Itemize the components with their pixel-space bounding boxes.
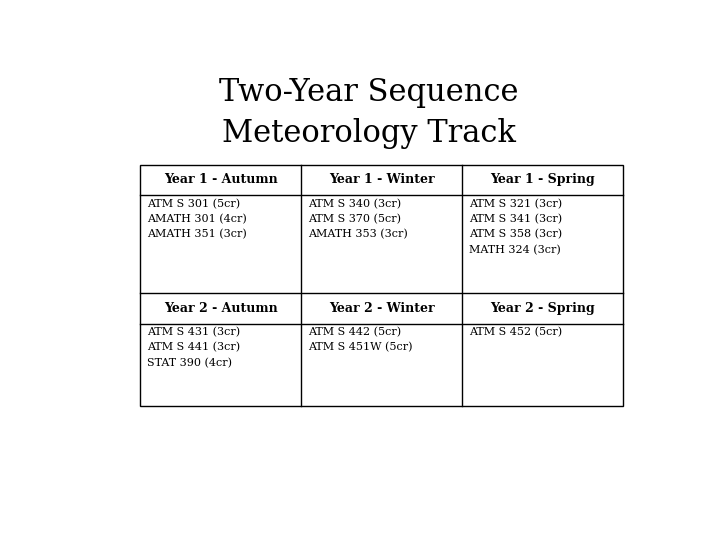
- Text: ATM S 452 (5cr): ATM S 452 (5cr): [469, 327, 562, 338]
- Text: ATM S 321 (3cr)
ATM S 341 (3cr)
ATM S 358 (3cr)
MATH 324 (3cr): ATM S 321 (3cr) ATM S 341 (3cr) ATM S 35…: [469, 199, 562, 255]
- Text: ATM S 431 (3cr)
ATM S 441 (3cr)
STAT 390 (4cr): ATM S 431 (3cr) ATM S 441 (3cr) STAT 390…: [147, 327, 240, 368]
- Text: ATM S 442 (5cr)
ATM S 451W (5cr): ATM S 442 (5cr) ATM S 451W (5cr): [308, 327, 413, 353]
- Text: Year 2 - Autumn: Year 2 - Autumn: [163, 302, 277, 315]
- Text: Year 2 - Spring: Year 2 - Spring: [490, 302, 595, 315]
- Text: Year 1 - Spring: Year 1 - Spring: [490, 173, 595, 186]
- Text: ATM S 340 (3cr)
ATM S 370 (5cr)
AMATH 353 (3cr): ATM S 340 (3cr) ATM S 370 (5cr) AMATH 35…: [308, 199, 408, 240]
- Text: Two-Year Sequence
Meteorology Track: Two-Year Sequence Meteorology Track: [220, 77, 518, 149]
- Text: ATM S 301 (5cr)
AMATH 301 (4cr)
AMATH 351 (3cr): ATM S 301 (5cr) AMATH 301 (4cr) AMATH 35…: [147, 199, 247, 240]
- Text: Year 1 - Autumn: Year 1 - Autumn: [163, 173, 277, 186]
- Text: Year 2 - Winter: Year 2 - Winter: [329, 302, 434, 315]
- Text: Year 1 - Winter: Year 1 - Winter: [329, 173, 434, 186]
